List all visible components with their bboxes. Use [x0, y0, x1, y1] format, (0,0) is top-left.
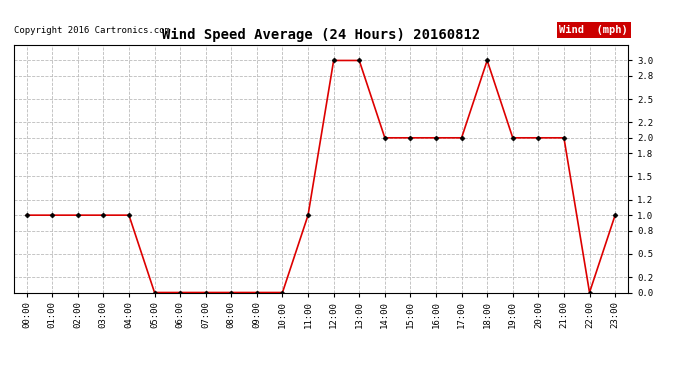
Text: Copyright 2016 Cartronics.com: Copyright 2016 Cartronics.com — [14, 26, 170, 35]
Title: Wind Speed Average (24 Hours) 20160812: Wind Speed Average (24 Hours) 20160812 — [161, 28, 480, 42]
Text: Wind  (mph): Wind (mph) — [559, 25, 628, 35]
